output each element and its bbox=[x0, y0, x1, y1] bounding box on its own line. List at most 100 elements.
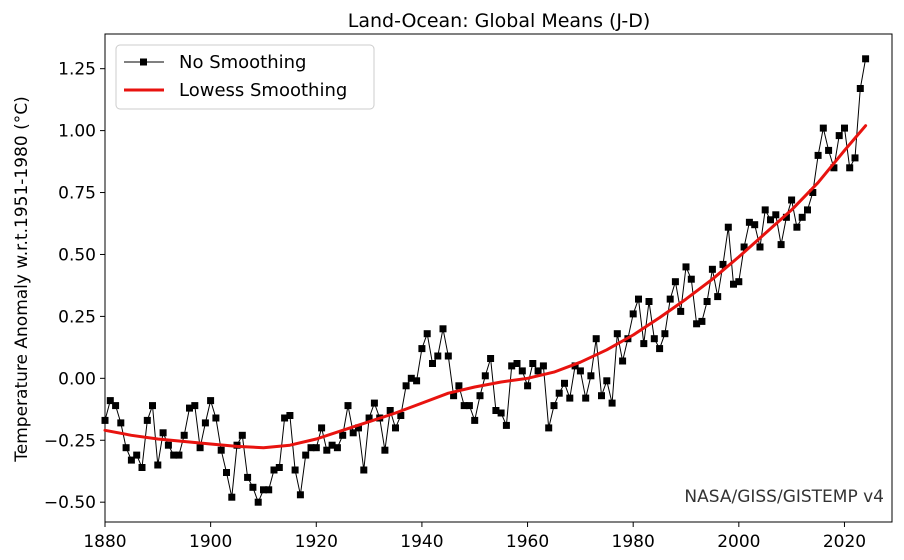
no-smoothing-point bbox=[133, 451, 141, 459]
no-smoothing-point bbox=[328, 441, 336, 449]
no-smoothing-point bbox=[677, 307, 685, 315]
no-smoothing-point bbox=[862, 55, 870, 63]
no-smoothing-point bbox=[666, 295, 674, 303]
plot-area bbox=[104, 33, 893, 523]
no-smoothing-point bbox=[830, 164, 838, 172]
no-smoothing-point bbox=[698, 317, 706, 325]
no-smoothing-point bbox=[344, 402, 352, 410]
x-axis: 1880 1900 1920 1940 1960 1980 2000 2020 bbox=[83, 522, 866, 552]
no-smoothing-point bbox=[724, 223, 732, 231]
no-smoothing-point bbox=[518, 367, 526, 375]
no-smoothing-point bbox=[307, 444, 315, 452]
no-smoothing-point bbox=[302, 451, 310, 459]
no-smoothing-point bbox=[201, 419, 209, 427]
no-smoothing-point bbox=[524, 382, 532, 390]
y-tick-label: 0.75 bbox=[58, 184, 96, 204]
no-smoothing-point bbox=[550, 402, 558, 410]
plot-series-group bbox=[101, 55, 870, 506]
no-smoothing-point bbox=[656, 345, 664, 353]
no-smoothing-point bbox=[238, 431, 246, 439]
legend: No Smoothing Lowess Smoothing bbox=[115, 44, 375, 110]
no-smoothing-point bbox=[804, 206, 811, 214]
no-smoothing-point bbox=[603, 377, 611, 385]
no-smoothing-point bbox=[112, 402, 120, 410]
no-smoothing-point bbox=[349, 429, 357, 437]
no-smoothing-point bbox=[455, 382, 463, 390]
no-smoothing-point bbox=[207, 397, 215, 405]
no-smoothing-point bbox=[175, 451, 183, 459]
no-smoothing-point bbox=[708, 265, 716, 273]
no-smoothing-point bbox=[117, 419, 125, 427]
no-smoothing-point bbox=[566, 394, 574, 402]
no-smoothing-point bbox=[497, 409, 505, 417]
no-smoothing-point bbox=[365, 414, 373, 422]
no-smoothing-point bbox=[159, 429, 167, 437]
no-smoothing-point bbox=[423, 330, 431, 338]
no-smoothing-point bbox=[392, 424, 399, 432]
no-smoothing-point bbox=[260, 486, 267, 494]
no-smoothing-point bbox=[386, 407, 394, 414]
no-smoothing-point bbox=[851, 154, 859, 162]
no-smoothing-point bbox=[291, 466, 299, 474]
no-smoothing-point bbox=[481, 372, 489, 380]
no-smoothing-point bbox=[127, 456, 135, 464]
no-smoothing-point bbox=[777, 241, 785, 249]
x-tick-label: 1880 bbox=[83, 532, 126, 552]
x-tick-label: 2020 bbox=[823, 532, 866, 552]
lowess-smoothing-line bbox=[103, 124, 868, 450]
no-smoothing-point bbox=[487, 355, 495, 362]
no-smoothing-point bbox=[286, 412, 294, 419]
x-tick-label: 1900 bbox=[189, 532, 232, 552]
no-smoothing-point bbox=[687, 275, 695, 283]
no-smoothing-point bbox=[671, 278, 679, 286]
no-smoothing-point bbox=[751, 221, 759, 229]
no-smoothing-point bbox=[249, 483, 257, 491]
no-smoothing-point bbox=[793, 223, 801, 231]
no-smoothing-point bbox=[714, 293, 722, 301]
no-smoothing-point bbox=[703, 298, 711, 305]
no-smoothing-point bbox=[122, 444, 130, 452]
no-smoothing-point bbox=[413, 377, 421, 385]
no-smoothing-point bbox=[693, 320, 701, 328]
no-smoothing-point bbox=[645, 298, 653, 305]
no-smoothing-point bbox=[555, 389, 563, 397]
y-tick-label: −0.25 bbox=[44, 431, 96, 451]
no-smoothing-point bbox=[846, 164, 854, 172]
no-smoothing-point bbox=[101, 416, 109, 424]
no-smoothing-point bbox=[312, 444, 320, 452]
no-smoothing-point bbox=[407, 374, 415, 382]
y-tick-label: 0.50 bbox=[58, 245, 96, 265]
no-smoothing-point bbox=[191, 402, 199, 410]
no-smoothing-point bbox=[296, 491, 304, 499]
x-tick-label: 2000 bbox=[717, 532, 760, 552]
no-smoothing-point bbox=[397, 412, 405, 419]
no-smoothing-point bbox=[835, 132, 843, 140]
no-smoothing-point bbox=[587, 372, 595, 380]
no-smoothing-point bbox=[772, 211, 780, 219]
no-smoothing-point bbox=[323, 446, 331, 454]
no-smoothing-point bbox=[381, 446, 389, 454]
no-smoothing-point bbox=[571, 362, 579, 370]
no-smoothing-point bbox=[333, 444, 341, 452]
no-smoothing-point bbox=[841, 124, 848, 132]
no-smoothing-point bbox=[682, 263, 690, 271]
y-tick-label: 1.00 bbox=[58, 122, 96, 142]
no-smoothing-point bbox=[444, 352, 452, 360]
no-smoothing-point bbox=[339, 431, 347, 439]
no-smoothing-point bbox=[508, 362, 516, 370]
y-tick-label: 1.25 bbox=[58, 60, 96, 80]
no-smoothing-point bbox=[735, 278, 743, 286]
no-smoothing-point bbox=[534, 367, 542, 375]
x-tick-label: 1960 bbox=[506, 532, 549, 552]
no-smoothing-point bbox=[640, 340, 648, 348]
no-smoothing-point bbox=[318, 424, 326, 432]
y-axis: −0.50 −0.25 0.00 0.25 0.50 0.75 1.00 1.25 bbox=[44, 60, 105, 513]
no-smoothing-point bbox=[809, 189, 817, 196]
no-smoothing-point bbox=[460, 402, 468, 410]
no-smoothing-point bbox=[814, 151, 822, 159]
no-smoothing-point bbox=[217, 446, 225, 454]
legend-box bbox=[115, 44, 375, 110]
no-smoothing-point bbox=[212, 414, 220, 422]
no-smoothing-point bbox=[223, 469, 230, 476]
